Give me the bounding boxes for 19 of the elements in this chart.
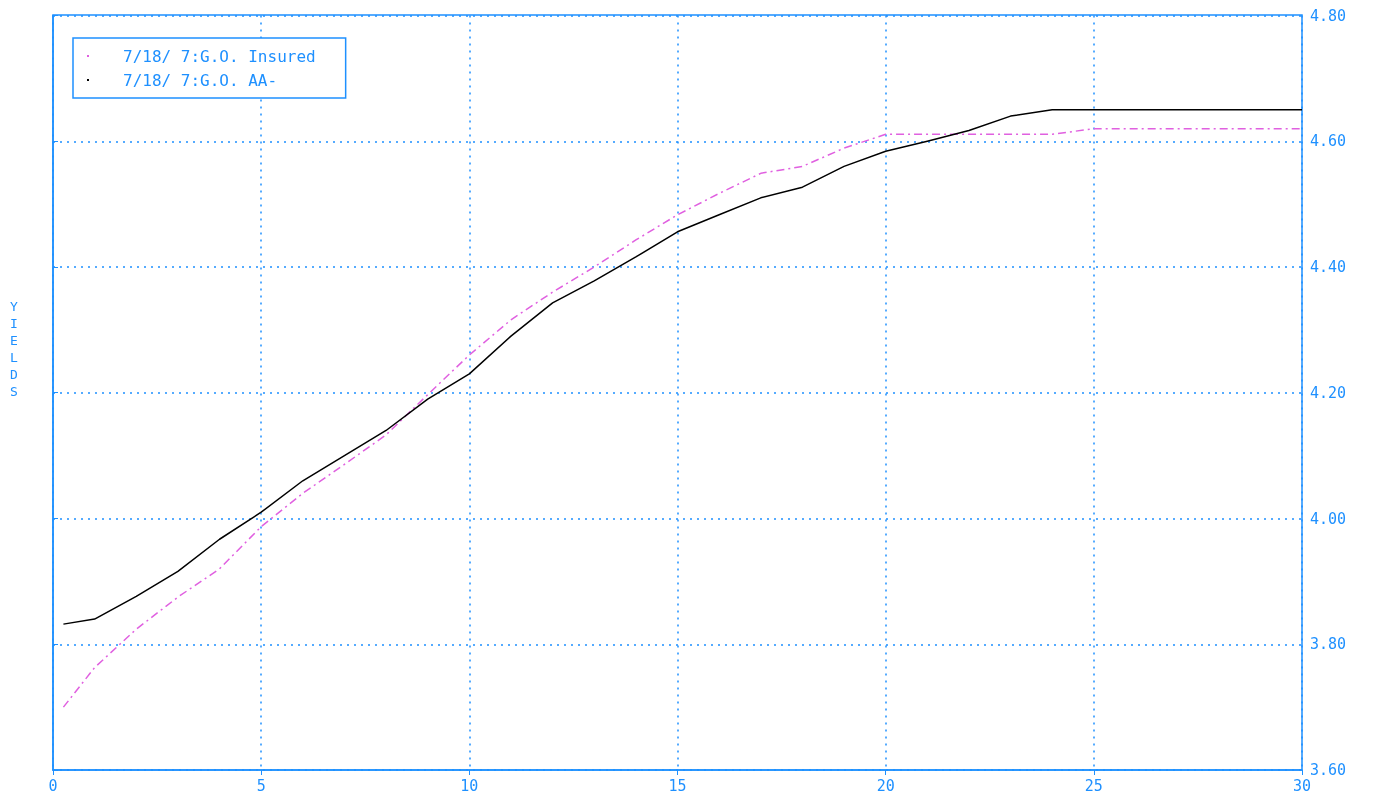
legend-label: 7/18/ 7:G.O. AA-: [123, 70, 278, 90]
y-tick-label: 4.80: [1310, 6, 1347, 25]
x-tick-label: 25: [1084, 776, 1103, 795]
legend-label: 7/18/ 7:G.O. Insured: [123, 46, 316, 66]
x-tick-label: 5: [256, 776, 266, 795]
line-series: [62, 127, 1303, 708]
y-tick-label: 4.20: [1310, 383, 1347, 402]
x-tick-label: 10: [460, 776, 479, 795]
x-tick-label: 0: [48, 776, 58, 795]
y-tick-label: 4.00: [1310, 509, 1347, 528]
y-tick-label: 4.60: [1310, 132, 1347, 151]
y-tick-label: 3.80: [1310, 635, 1347, 654]
line-series: [62, 109, 1303, 625]
x-tick-label: 30: [1292, 776, 1312, 795]
y-axis-title: YIELDS: [10, 299, 18, 399]
x-tick-label: 20: [876, 776, 895, 795]
y-tick-label: 4.40: [1310, 258, 1347, 276]
x-tick-label: 15: [668, 776, 687, 795]
y-tick-label: 3.60: [1310, 761, 1347, 779]
